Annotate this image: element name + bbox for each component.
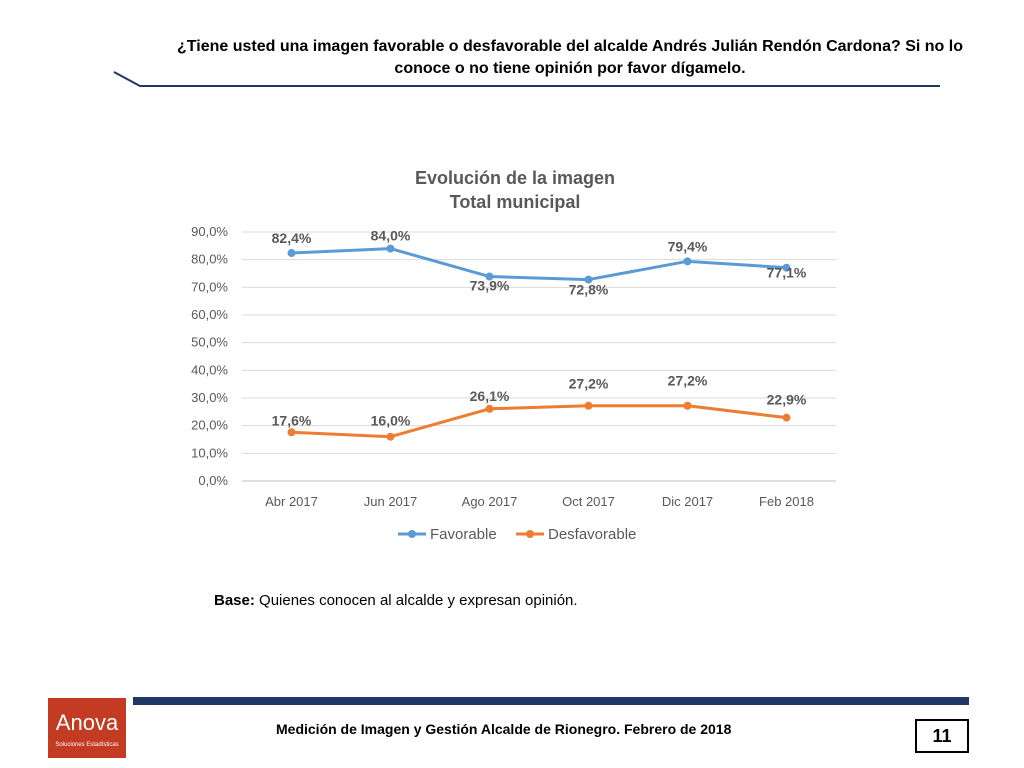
footer-title: Medición de Imagen y Gestión Alcalde de … xyxy=(276,721,732,737)
anova-logo: Anova Soluciones Estadísticas xyxy=(48,698,126,758)
data-label: 82,4% xyxy=(272,230,312,246)
y-tick-label: 50,0% xyxy=(191,335,228,350)
x-axis-ticks: Abr 2017 Jun 2017 Ago 2017 Oct 2017 Dic 2017… xyxy=(265,494,814,509)
data-label: 17,6% xyxy=(272,412,312,428)
data-label: 22,9% xyxy=(767,392,807,408)
y-tick-label: 20,0% xyxy=(191,418,228,433)
data-point xyxy=(584,401,593,410)
y-tick-label: 0,0% xyxy=(198,473,228,488)
base-note-label: Base: xyxy=(214,592,255,609)
header-rule xyxy=(113,71,940,87)
footer-bar xyxy=(133,697,969,705)
data-point xyxy=(386,432,395,441)
data-label: 77,1% xyxy=(767,265,807,281)
y-axis-ticks: 0,0% 10,0% 20,0% 30,0% 40,0% 50,0% 60,0% 70,0% 8… xyxy=(191,224,228,488)
data-label: 26,1% xyxy=(470,388,510,404)
series-desfavorable: 17,6% 16,0% 26,1% 27,2% 27,2% 22,9% xyxy=(272,373,807,441)
x-tick-label: Jun 2017 xyxy=(364,494,418,509)
logo-tagline: Soluciones Estadísticas xyxy=(55,742,119,748)
y-tick-label: 80,0% xyxy=(191,252,228,267)
data-point xyxy=(287,249,296,258)
legend-label: Favorable xyxy=(430,526,497,543)
legend-item-favorable: Favorable xyxy=(398,526,497,543)
series-line xyxy=(291,404,787,439)
x-tick-label: Dic 2017 xyxy=(662,494,713,509)
chart-subtitle: Total municipal xyxy=(450,192,581,212)
x-tick-label: Abr 2017 xyxy=(265,494,318,509)
base-note: Base: Quienes conocen al alcalde y expre… xyxy=(214,592,578,609)
legend-swatch-marker xyxy=(526,530,534,538)
data-label: 27,2% xyxy=(668,373,708,389)
y-tick-label: 60,0% xyxy=(191,307,228,322)
x-tick-label: Feb 2018 xyxy=(759,494,814,509)
data-point xyxy=(386,244,395,253)
series-favorable: 82,4% 84,0% 73,9% 72,8% 79,4% 77,1% xyxy=(272,228,807,298)
series-line xyxy=(291,247,787,282)
data-point xyxy=(287,428,296,437)
data-label: 16,0% xyxy=(371,413,411,429)
data-point xyxy=(485,272,494,281)
data-point xyxy=(683,401,692,410)
data-label: 27,2% xyxy=(569,376,609,392)
data-point xyxy=(782,413,791,422)
logo-name: Anova xyxy=(55,710,119,735)
gridlines xyxy=(242,231,836,482)
data-point xyxy=(683,257,692,266)
data-label: 79,4% xyxy=(668,238,708,254)
y-tick-label: 40,0% xyxy=(191,362,228,377)
legend-label: Desfavorable xyxy=(548,526,636,543)
data-label: 84,0% xyxy=(371,228,411,244)
data-point xyxy=(584,275,593,284)
series-group: 82,4% 84,0% 73,9% 72,8% 79,4% 77,1% 17,6% 16,0%… xyxy=(272,228,807,441)
y-tick-label: 90,0% xyxy=(191,224,228,239)
legend-swatch-marker xyxy=(408,530,416,538)
chart-title: Evolución de la imagen xyxy=(415,168,615,188)
x-tick-label: Oct 2017 xyxy=(562,494,615,509)
y-tick-label: 70,0% xyxy=(191,279,228,294)
data-label: 72,8% xyxy=(569,282,609,298)
x-tick-label: Ago 2017 xyxy=(462,494,518,509)
data-point xyxy=(485,404,494,413)
question-title: ¿Tiene usted una imagen favorable o desf… xyxy=(177,38,963,77)
page-number: 11 xyxy=(915,719,969,753)
y-tick-label: 10,0% xyxy=(191,445,228,460)
y-tick-label: 30,0% xyxy=(191,390,228,405)
data-label: 73,9% xyxy=(470,278,510,294)
legend: Favorable Desfavorable xyxy=(398,526,636,543)
data-point xyxy=(782,263,791,272)
base-note-text: Quienes conocen al alcalde y expresan op… xyxy=(254,592,578,609)
legend-item-desfavorable: Desfavorable xyxy=(516,526,636,543)
